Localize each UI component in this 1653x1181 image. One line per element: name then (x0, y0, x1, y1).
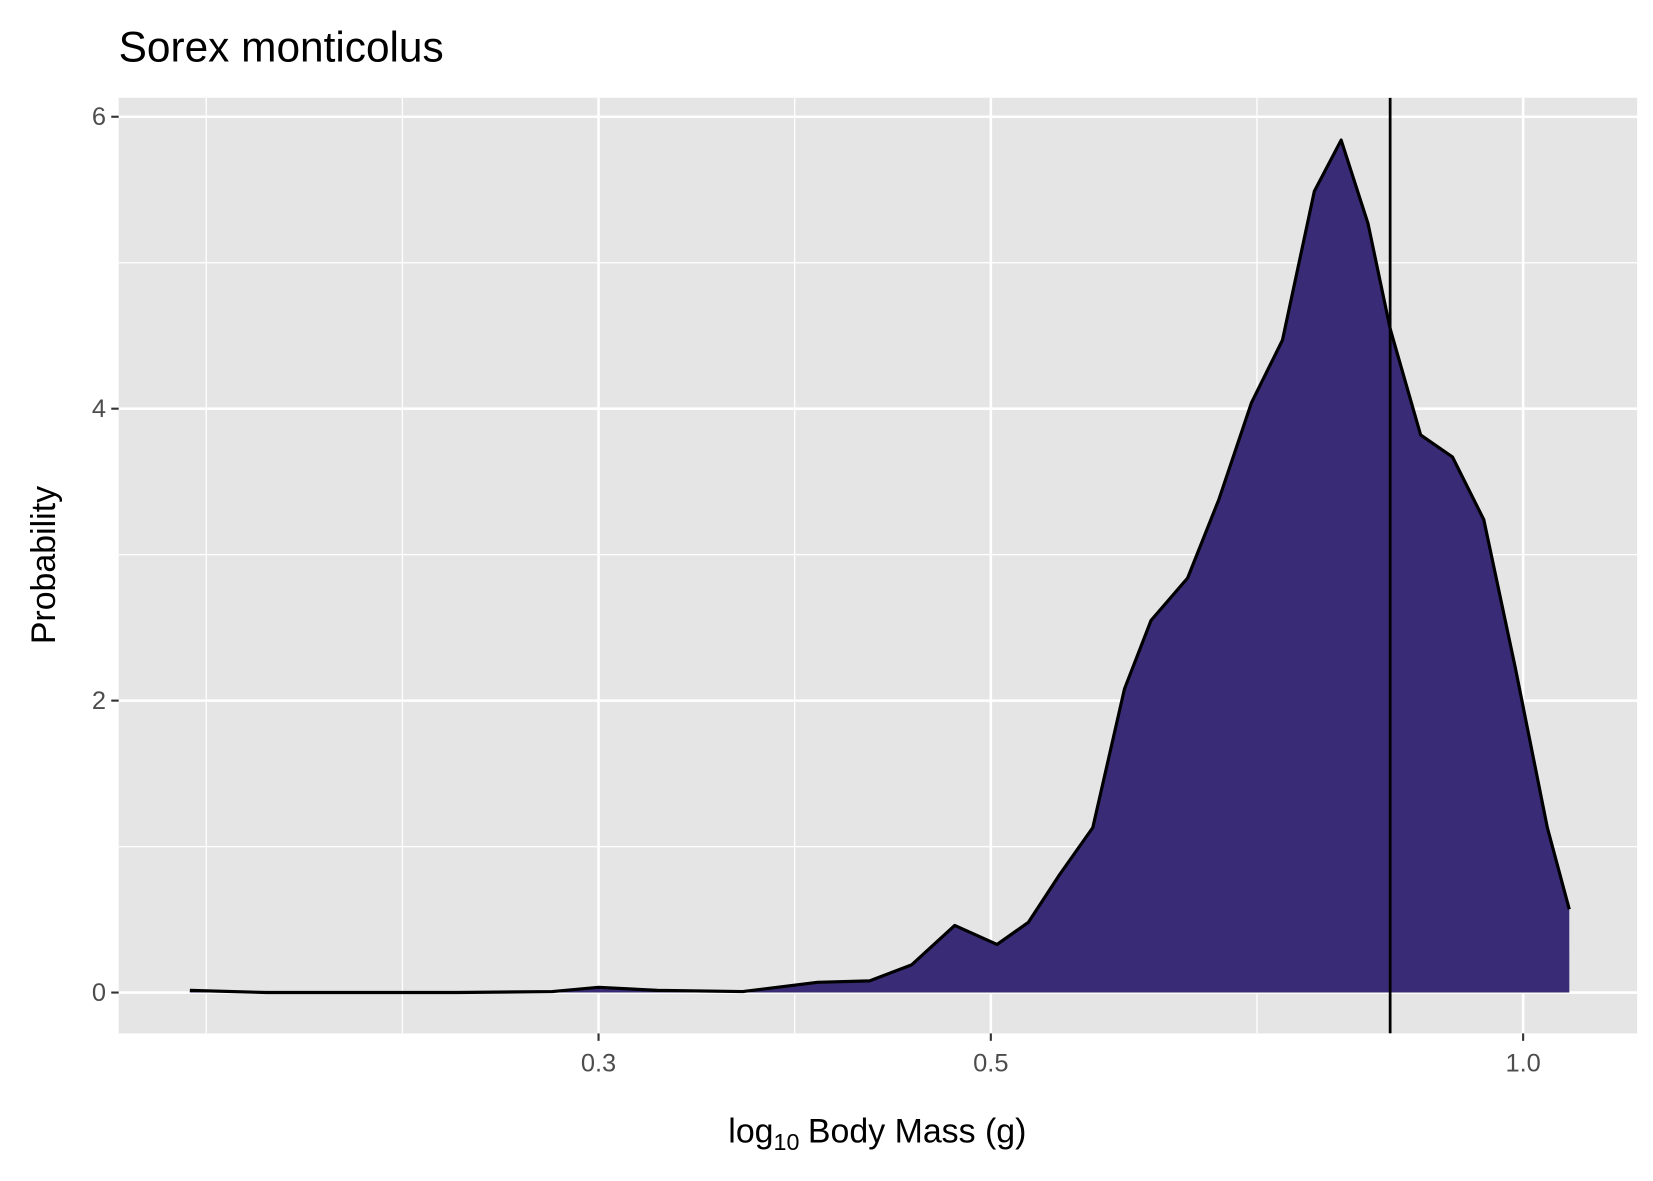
y-tick-label: 2 (92, 687, 106, 715)
x-title-part: log (728, 1113, 773, 1151)
y-tick-label: 4 (92, 395, 106, 423)
density-line (189, 138, 1571, 995)
x-tick-label: 1.0 (1505, 1050, 1540, 1078)
chart-title: Sorex monticolus (119, 24, 444, 71)
x-title-sub: 10 (774, 1129, 800, 1155)
y-tick-label: 6 (92, 103, 106, 131)
y-axis-title: Probability (25, 486, 63, 644)
plot-area (118, 97, 1638, 1034)
x-title-part: Body Mass (g) (808, 1113, 1026, 1151)
x-axis-title: log10 Body Mass (g) (728, 1113, 1026, 1155)
x-tick-label: 0.5 (973, 1050, 1008, 1078)
density-area (189, 140, 1570, 993)
x-tick-label: 0.3 (581, 1050, 616, 1078)
y-tick-label: 0 (92, 979, 106, 1007)
